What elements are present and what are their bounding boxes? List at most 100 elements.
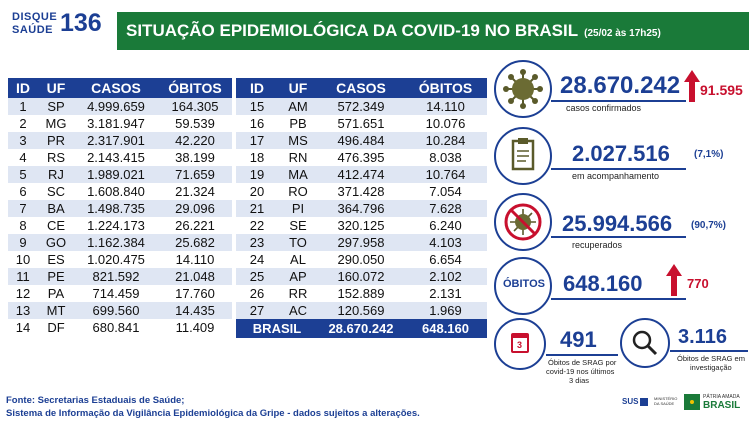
cell-obitos: 21.048 bbox=[158, 268, 232, 285]
cell-casos: 571.651 bbox=[318, 115, 404, 132]
cell-id: 20 bbox=[236, 183, 278, 200]
table-row: 14 DF 680.841 11.409 bbox=[8, 319, 232, 336]
no-virus-icon-circle bbox=[494, 193, 552, 251]
header-obitos: ÓBITOS bbox=[158, 78, 232, 98]
table-row: 10 ES 1.020.475 14.110 bbox=[8, 251, 232, 268]
cell-uf: ES bbox=[38, 251, 74, 268]
cell-id: 14 bbox=[8, 319, 38, 336]
cell-obitos: 29.096 bbox=[158, 200, 232, 217]
table-row: 26 RR 152.889 2.131 bbox=[236, 285, 487, 302]
cell-uf: SP bbox=[38, 98, 74, 115]
cell-id: 19 bbox=[236, 166, 278, 183]
cell-casos: 1.989.021 bbox=[74, 166, 158, 183]
cell-casos: 2.143.415 bbox=[74, 149, 158, 166]
arrow-up-icon bbox=[666, 264, 682, 296]
confirmed-increase: 91.595 bbox=[700, 82, 743, 98]
header-uf: UF bbox=[38, 78, 74, 98]
cell-casos: 714.459 bbox=[74, 285, 158, 302]
calendar-number: 3 bbox=[517, 340, 523, 350]
cell-id: 23 bbox=[236, 234, 278, 251]
cell-obitos: 14.435 bbox=[158, 302, 232, 319]
cell-obitos: 6.240 bbox=[404, 217, 487, 234]
srag-confirmed-label2: covid-19 nos últimos bbox=[546, 367, 615, 376]
cell-uf: PI bbox=[278, 200, 318, 217]
table-row: 25 AP 160.072 2.102 bbox=[236, 268, 487, 285]
table-row: 1 SP 4.999.659 164.305 bbox=[8, 98, 232, 115]
cell-obitos: 38.199 bbox=[158, 149, 232, 166]
cell-id: 26 bbox=[236, 285, 278, 302]
cell-obitos: 8.038 bbox=[404, 149, 487, 166]
total-label: BRASIL bbox=[236, 319, 318, 338]
cell-casos: 476.395 bbox=[318, 149, 404, 166]
cell-id: 2 bbox=[8, 115, 38, 132]
cell-uf: AL bbox=[278, 251, 318, 268]
cell-uf: SE bbox=[278, 217, 318, 234]
cell-obitos: 4.103 bbox=[404, 234, 487, 251]
cell-uf: MG bbox=[38, 115, 74, 132]
cell-id: 1 bbox=[8, 98, 38, 115]
footer-line1: Fonte: Secretarias Estaduais de Saúde; bbox=[6, 395, 185, 406]
table-row: 21 PI 364.796 7.628 bbox=[236, 200, 487, 217]
cell-uf: BA bbox=[38, 200, 74, 217]
calendar-icon bbox=[511, 333, 529, 353]
table-row: 20 RO 371.428 7.054 bbox=[236, 183, 487, 200]
clipboard-icon-circle bbox=[494, 127, 552, 185]
table-total-row: BRASIL 28.670.242 648.160 bbox=[236, 319, 487, 338]
monitoring-underline bbox=[551, 168, 686, 170]
srag-confirmed-label3: 3 dias bbox=[569, 376, 590, 385]
cell-casos: 1.020.475 bbox=[74, 251, 158, 268]
cell-uf: SC bbox=[38, 183, 74, 200]
cell-obitos: 1.969 bbox=[404, 302, 487, 319]
page-title: SITUAÇÃO EPIDEMIOLÓGICA DA COVID-19 NO B… bbox=[126, 21, 661, 41]
cell-uf: RR bbox=[278, 285, 318, 302]
table-row: 11 PE 821.592 21.048 bbox=[8, 268, 232, 285]
cell-uf: MT bbox=[38, 302, 74, 319]
deaths-value: 648.160 bbox=[563, 271, 643, 296]
cell-casos: 821.592 bbox=[74, 268, 158, 285]
title-main: SITUAÇÃO EPIDEMIOLÓGICA DA COVID-19 NO B… bbox=[126, 21, 579, 40]
monitoring-pct: (7,1%) bbox=[694, 149, 724, 160]
table-row: 8 CE 1.224.173 26.221 bbox=[8, 217, 232, 234]
cell-uf: PB bbox=[278, 115, 318, 132]
cell-obitos: 14.110 bbox=[158, 251, 232, 268]
table-row: 9 GO 1.162.384 25.682 bbox=[8, 234, 232, 251]
cell-casos: 371.428 bbox=[318, 183, 404, 200]
table-row: 2 MG 3.181.947 59.539 bbox=[8, 115, 232, 132]
deaths-badge: ÓBITOS bbox=[503, 278, 545, 290]
cell-uf: MA bbox=[278, 166, 318, 183]
arrow-up-icon bbox=[684, 70, 700, 102]
cell-casos: 152.889 bbox=[318, 285, 404, 302]
cell-uf: RJ bbox=[38, 166, 74, 183]
recovered-label: recuperados bbox=[572, 240, 623, 250]
cell-casos: 412.474 bbox=[318, 166, 404, 183]
cell-obitos: 59.539 bbox=[158, 115, 232, 132]
cell-obitos: 25.682 bbox=[158, 234, 232, 251]
patria-line1: PÁTRIA AMADA bbox=[703, 394, 740, 400]
cell-obitos: 10.284 bbox=[404, 132, 487, 149]
cell-obitos: 2.131 bbox=[404, 285, 487, 302]
cell-uf: PE bbox=[38, 268, 74, 285]
cell-uf: AM bbox=[278, 98, 318, 115]
header-id: ID bbox=[236, 78, 278, 98]
cell-obitos: 10.764 bbox=[404, 166, 487, 183]
cell-id: 24 bbox=[236, 251, 278, 268]
cell-id: 13 bbox=[8, 302, 38, 319]
cell-casos: 3.181.947 bbox=[74, 115, 158, 132]
table-row: 27 AC 120.569 1.969 bbox=[236, 302, 487, 319]
cell-id: 6 bbox=[8, 183, 38, 200]
header-uf: UF bbox=[278, 78, 318, 98]
header-casos: CASOS bbox=[318, 78, 404, 98]
cell-id: 27 bbox=[236, 302, 278, 319]
cell-casos: 680.841 bbox=[74, 319, 158, 336]
cell-uf: DF bbox=[38, 319, 74, 336]
confirmed-underline bbox=[551, 100, 686, 102]
sus-cross-icon bbox=[640, 398, 648, 406]
title-date: (25/02 às 17h25) bbox=[584, 28, 661, 39]
table-row: 18 RN 476.395 8.038 bbox=[236, 149, 487, 166]
no-virus-icon bbox=[504, 203, 542, 241]
recovered-pct: (90,7%) bbox=[691, 220, 727, 231]
cell-obitos: 11.409 bbox=[158, 319, 232, 336]
logo-line1: DISQUE bbox=[12, 11, 58, 23]
virus-icon bbox=[503, 69, 543, 109]
calendar-icon-circle: 3 bbox=[494, 318, 546, 370]
